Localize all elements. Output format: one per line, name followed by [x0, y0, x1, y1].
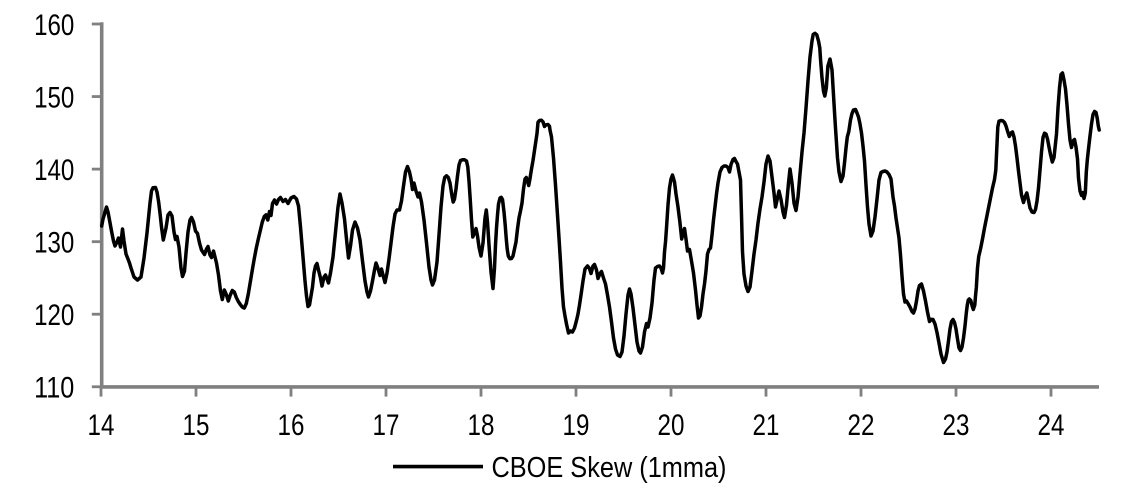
- svg-text:21: 21: [753, 409, 780, 442]
- svg-text:130: 130: [34, 227, 74, 260]
- svg-text:18: 18: [468, 409, 495, 442]
- svg-text:110: 110: [34, 372, 74, 405]
- svg-text:20: 20: [658, 409, 685, 442]
- svg-text:15: 15: [183, 409, 210, 442]
- svg-text:16: 16: [278, 409, 305, 442]
- svg-text:120: 120: [34, 299, 74, 332]
- svg-text:150: 150: [34, 81, 74, 114]
- svg-text:160: 160: [34, 9, 74, 42]
- svg-text:24: 24: [1038, 409, 1065, 442]
- svg-text:17: 17: [373, 409, 400, 442]
- svg-text:22: 22: [848, 409, 875, 442]
- svg-text:CBOE Skew (1mma): CBOE Skew (1mma): [492, 452, 727, 484]
- svg-text:14: 14: [88, 409, 115, 442]
- svg-text:140: 140: [34, 154, 74, 187]
- svg-text:23: 23: [943, 409, 970, 442]
- svg-text:19: 19: [563, 409, 590, 442]
